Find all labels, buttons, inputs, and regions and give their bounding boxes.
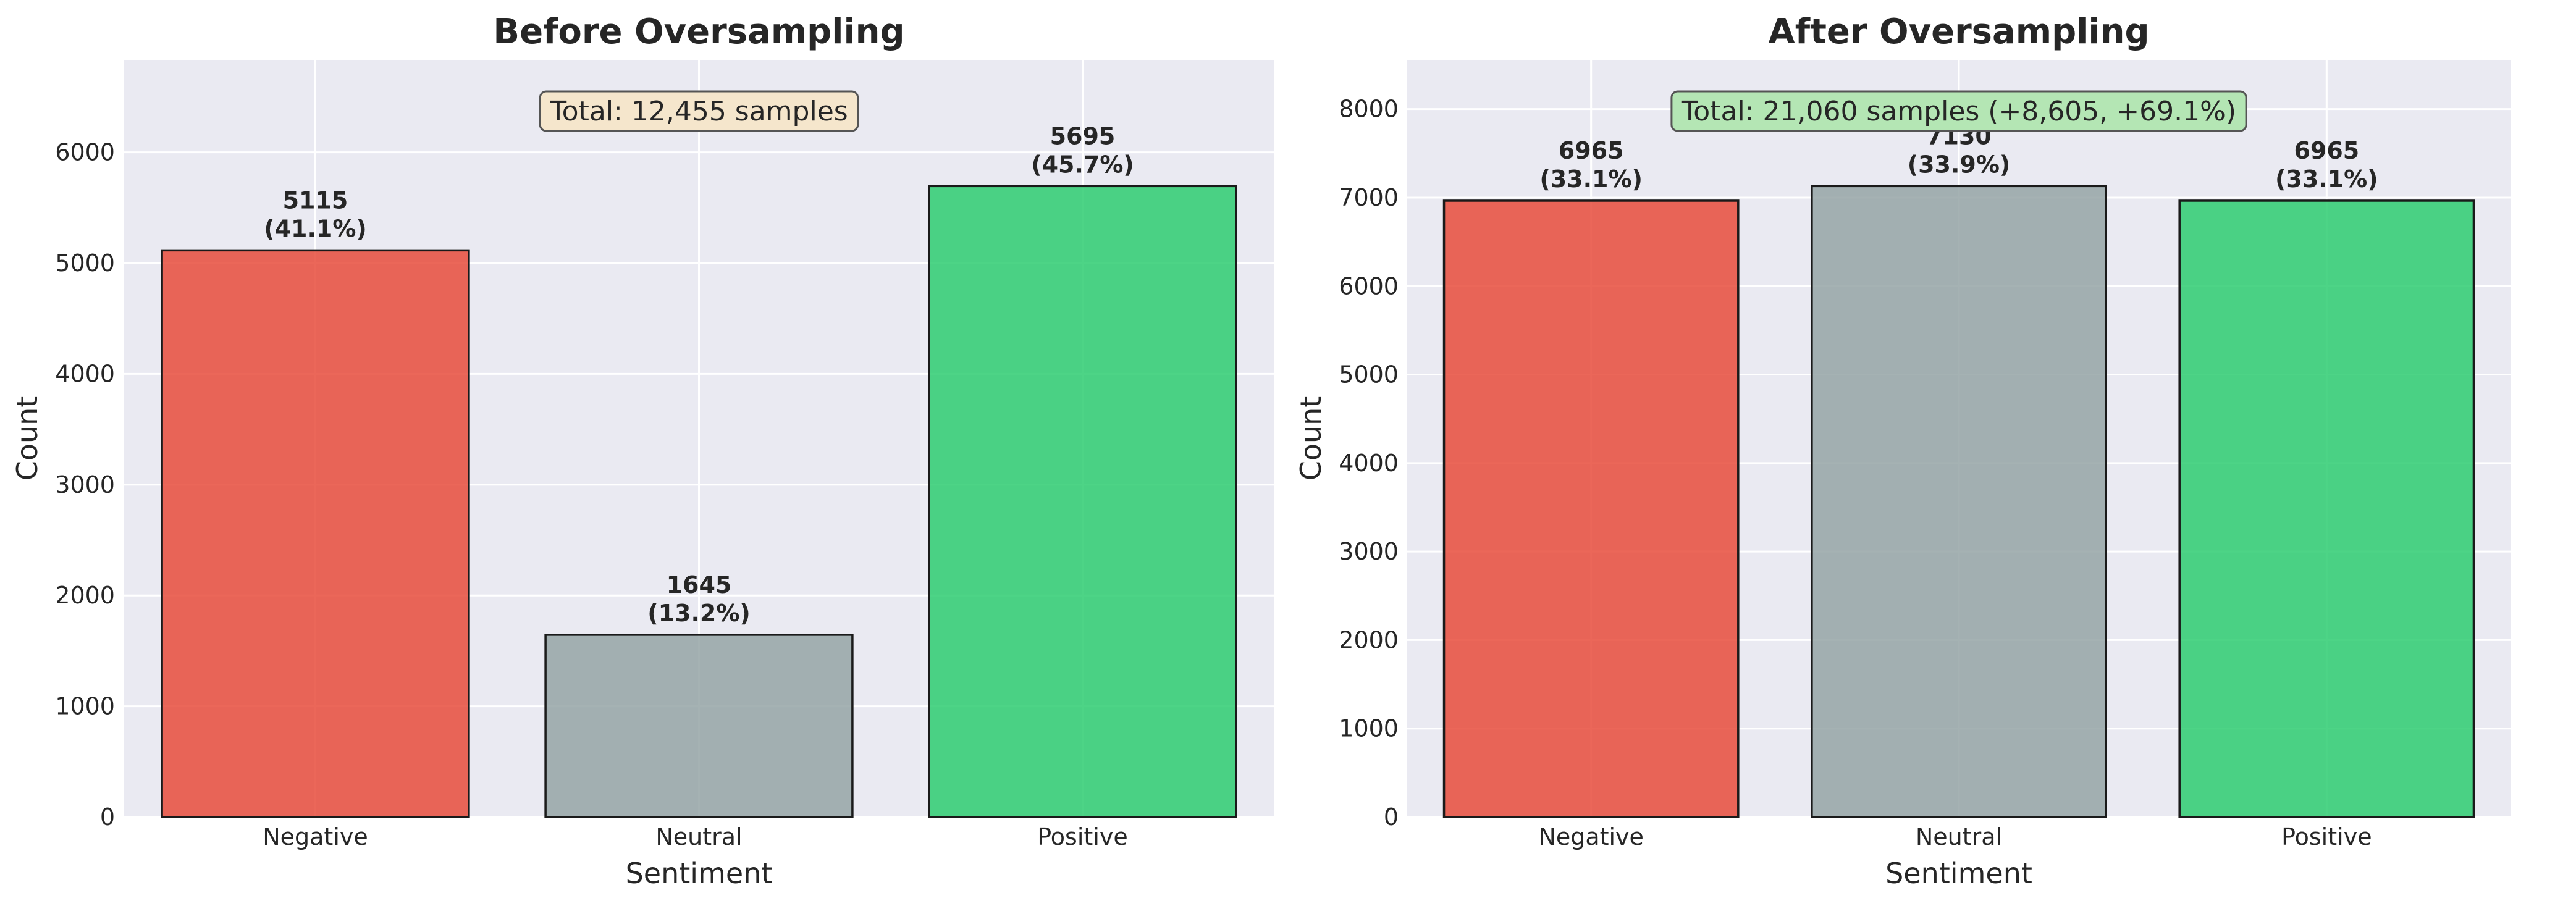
total-annotation: Total: 21,060 samples (+8,605, +69.1%) <box>1670 90 2247 132</box>
bar-neutral <box>1811 185 2107 818</box>
data-label-value: 5115 <box>283 187 348 214</box>
data-label-value: 5695 <box>1050 122 1116 149</box>
x-tick-label: Positive <box>1037 823 1128 850</box>
y-tick-label: 4000 <box>1339 450 1399 477</box>
data-label-percent: (33.1%) <box>2275 166 2378 193</box>
y-tick-label: 0 <box>1384 803 1399 831</box>
data-label-percent: (13.2%) <box>647 600 751 627</box>
bar-positive <box>2178 199 2475 818</box>
chart-before: 0 1000 2000 3000 4000 5000 6000 5115(41.1%) Nega… <box>11 12 1274 890</box>
chart-title: After Oversampling <box>1768 12 2149 52</box>
y-tick-label: 5000 <box>55 250 115 277</box>
data-label-percent: (33.9%) <box>1908 151 2011 178</box>
x-tick-label: Positive <box>2281 823 2372 850</box>
chart-title: Before Oversampling <box>493 12 904 52</box>
x-axis-label: Sentiment <box>626 857 773 890</box>
data-label-percent: (33.1%) <box>1539 166 1643 193</box>
y-tick-label: 8000 <box>1339 96 1399 123</box>
data-label-value: 1645 <box>667 571 732 598</box>
bar-positive <box>928 185 1237 818</box>
chart-after: 0100020003000400050006000700080006965(33… <box>1294 12 2511 890</box>
total-annotation-box <box>539 90 859 132</box>
total-annotation-box <box>1670 90 2247 132</box>
data-label-percent: (45.7%) <box>1031 151 1134 178</box>
y-tick-label: 2000 <box>55 582 115 609</box>
y-tick-label: 6000 <box>55 139 115 166</box>
bar-negative <box>1442 199 1740 818</box>
x-axis-label: Sentiment <box>1885 857 2032 890</box>
total-annotation-text: Total: 12,455 samples <box>549 96 848 127</box>
y-tick-label: 1000 <box>1339 715 1399 742</box>
y-tick-label: 4000 <box>55 360 115 387</box>
y-tick-label: 7000 <box>1339 184 1399 211</box>
data-label-value: 6965 <box>1559 137 1624 164</box>
y-tick-label: 0 <box>100 803 115 831</box>
x-tick-label: Negative <box>1538 823 1644 850</box>
total-annotation-text: Total: 21,060 samples (+8,605, +69.1%) <box>1681 96 2236 127</box>
y-tick-label: 6000 <box>1339 272 1399 300</box>
bar-neutral <box>544 634 854 818</box>
y-tick-label: 3000 <box>1339 538 1399 565</box>
y-tick-label: 3000 <box>55 471 115 498</box>
data-label-value: 6965 <box>2294 137 2359 164</box>
y-tick-label: 1000 <box>55 693 115 720</box>
y-axis-label: Count <box>11 396 44 481</box>
y-tick-label: 5000 <box>1339 361 1399 388</box>
x-tick-label: Neutral <box>1916 823 2002 850</box>
total-annotation: Total: 12,455 samples <box>539 90 859 132</box>
bar-negative <box>161 249 470 818</box>
x-tick-label: Neutral <box>655 823 742 850</box>
y-axis-label: Count <box>1294 396 1328 481</box>
data-label-percent: (41.1%) <box>264 215 367 242</box>
x-tick-label: Negative <box>263 823 368 850</box>
y-tick-label: 2000 <box>1339 626 1399 653</box>
